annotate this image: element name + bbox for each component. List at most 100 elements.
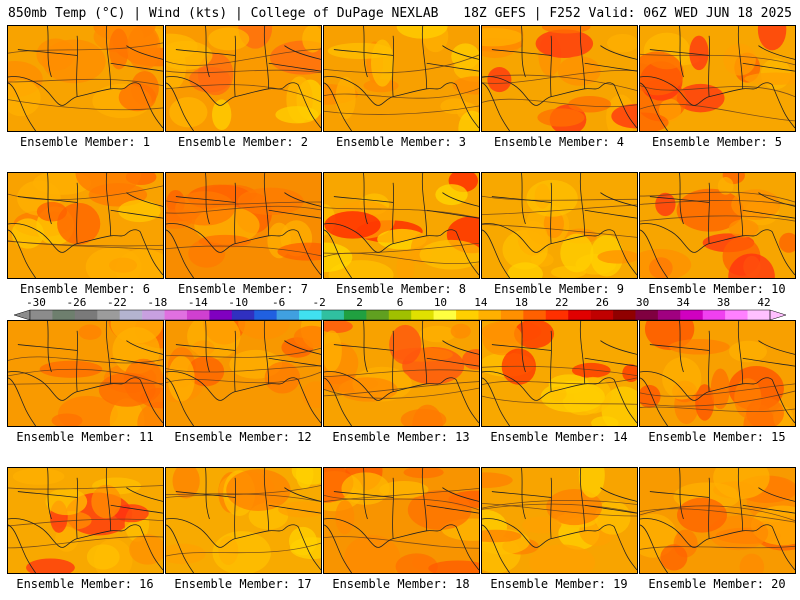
ensemble-member-map (639, 25, 796, 132)
ensemble-member-label: Ensemble Member: 5 (651, 135, 783, 149)
colorbar-tick-label: -26 (66, 296, 87, 309)
colorbar-tick-label: -10 (228, 296, 249, 309)
temperature-field (8, 468, 163, 573)
colorbar-swatch (74, 310, 98, 320)
temperature-field (166, 26, 321, 131)
temperature-field (8, 321, 163, 426)
ensemble-member-map (165, 172, 322, 279)
colorbar-tick-label: 10 (433, 296, 448, 309)
temperature-field (482, 173, 637, 278)
temperature-field (640, 468, 795, 573)
ensemble-member-map (639, 467, 796, 574)
ensemble-member-map (481, 320, 638, 427)
ensemble-member-label: Ensemble Member: 2 (177, 135, 309, 149)
colorbar-tick-label: 2 (356, 296, 363, 309)
colorbar-swatch (478, 310, 502, 320)
ensemble-member-map (323, 320, 480, 427)
ensemble-member-map (7, 172, 164, 279)
ensemble-member-label: Ensemble Member: 15 (648, 430, 786, 444)
ensemble-member-label: Ensemble Member: 13 (332, 430, 470, 444)
colorbar-tick-label: 38 (716, 296, 731, 309)
temperature-field (482, 321, 637, 426)
colorbar-tick-label: -14 (187, 296, 208, 309)
colorbar-low-arrow (13, 309, 31, 321)
colorbar-high-arrow (769, 309, 787, 321)
colorbar-swatch (590, 310, 614, 320)
temperature-field (8, 26, 163, 131)
colorbar-swatch (657, 310, 681, 320)
ensemble-member-label: Ensemble Member: 1 (19, 135, 151, 149)
colorbar-swatch (568, 310, 591, 320)
ensemble-member-label: Ensemble Member: 10 (648, 282, 786, 296)
ensemble-member-map (323, 172, 480, 279)
colorbar-swatch (321, 310, 345, 320)
ensemble-member-map (323, 467, 480, 574)
ensemble-member-label: Ensemble Member: 16 (16, 577, 154, 591)
ensemble-member-label: Ensemble Member: 4 (493, 135, 625, 149)
run-valid-time: 18Z GEFS | F252 Valid: 06Z WED JUN 18 20… (463, 6, 792, 21)
colorbar-swatch (433, 310, 457, 320)
ensemble-member-map (165, 25, 322, 132)
ensemble-member-map (7, 320, 164, 427)
colorbar-swatch (388, 310, 412, 320)
colorbar-swatch (52, 310, 76, 320)
colorbar-swatch (500, 310, 524, 320)
colorbar-swatch (680, 310, 704, 320)
ensemble-member-label: Ensemble Member: 9 (493, 282, 625, 296)
colorbar-swatch (209, 310, 233, 320)
ensemble-member-label: Ensemble Member: 3 (335, 135, 467, 149)
ensemble-member-map (165, 467, 322, 574)
ensemble-member-map (7, 25, 164, 132)
colorbar-tick-label: -22 (106, 296, 127, 309)
colorbar-tick-label: 26 (595, 296, 609, 309)
colorbar-swatch (254, 310, 277, 320)
colorbar-swatch (119, 310, 143, 320)
colorbar-swatch (411, 310, 434, 320)
ensemble-member-label: Ensemble Member: 8 (335, 282, 467, 296)
map-title: 850mb Temp (°C) | Wind (kts) | College o… (8, 6, 439, 21)
temperature-field (640, 26, 795, 131)
ensemble-member-map (165, 320, 322, 427)
ensemble-member-label: Ensemble Member: 7 (177, 282, 309, 296)
ensemble-member-label: Ensemble Member: 14 (490, 430, 628, 444)
colorbar-swatch (747, 310, 771, 320)
colorbar-labels: -30 -26 -22 -18 -14 -10 -6 -2 2 6 10 14 18 22 26 30 34 38… (0, 296, 800, 309)
temperature-field (324, 468, 479, 573)
colorbar-tick-label: 6 (396, 296, 404, 309)
colorbar-swatch (186, 310, 210, 320)
colorbar-tick-label: 34 (676, 296, 690, 309)
temperature-field (324, 173, 479, 278)
colorbar-tick-label: 30 (636, 296, 650, 309)
colorbar-tick-label: 22 (555, 296, 569, 309)
ensemble-member-label: Ensemble Member: 6 (19, 282, 151, 296)
colorbar-swatch (231, 310, 255, 320)
colorbar-swatch (142, 310, 165, 320)
colorbar-tick-label: -18 (147, 296, 168, 309)
colorbar-swatch (276, 310, 300, 320)
temperature-field (640, 321, 795, 426)
temperature-field (166, 321, 321, 426)
temperature-colorbar (13, 309, 787, 321)
colorbar-swatch (635, 310, 659, 320)
ensemble-member-map (481, 172, 638, 279)
ensemble-member-map (481, 25, 638, 132)
colorbar-swatch (97, 310, 120, 320)
ensemble-member-map (7, 467, 164, 574)
colorbar-swatch (545, 310, 569, 320)
colorbar-tick-label: -6 (272, 296, 286, 309)
ensemble-member-label: Ensemble Member: 18 (332, 577, 470, 591)
temperature-field (482, 26, 637, 131)
ensemble-member-map (639, 172, 796, 279)
colorbar-swatch (30, 310, 53, 320)
colorbar-tick-label: -30 (26, 296, 46, 309)
temperature-field (324, 26, 479, 131)
colorbar-swatch (613, 310, 636, 320)
temperature-field (482, 468, 637, 573)
colorbar-swatch (299, 310, 322, 320)
ensemble-member-map (639, 320, 796, 427)
colorbar-tick-label: 42 (757, 296, 771, 309)
colorbar-swatch (725, 310, 748, 320)
ensemble-member-label: Ensemble Member: 17 (174, 577, 312, 591)
colorbar-tick-label: 18 (514, 296, 528, 309)
ensemble-member-map (481, 467, 638, 574)
